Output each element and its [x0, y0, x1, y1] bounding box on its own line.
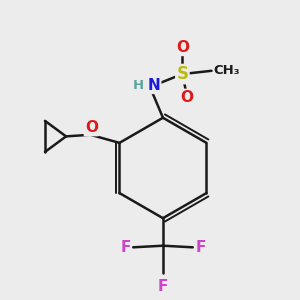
Text: F: F [120, 240, 130, 255]
Text: O: O [85, 120, 98, 135]
Text: O: O [181, 90, 194, 105]
Text: F: F [158, 279, 168, 294]
Text: H: H [133, 79, 144, 92]
Text: F: F [195, 240, 206, 255]
Text: N: N [148, 78, 160, 93]
Text: CH₃: CH₃ [213, 64, 240, 77]
Text: S: S [176, 65, 188, 83]
Text: O: O [176, 40, 189, 55]
